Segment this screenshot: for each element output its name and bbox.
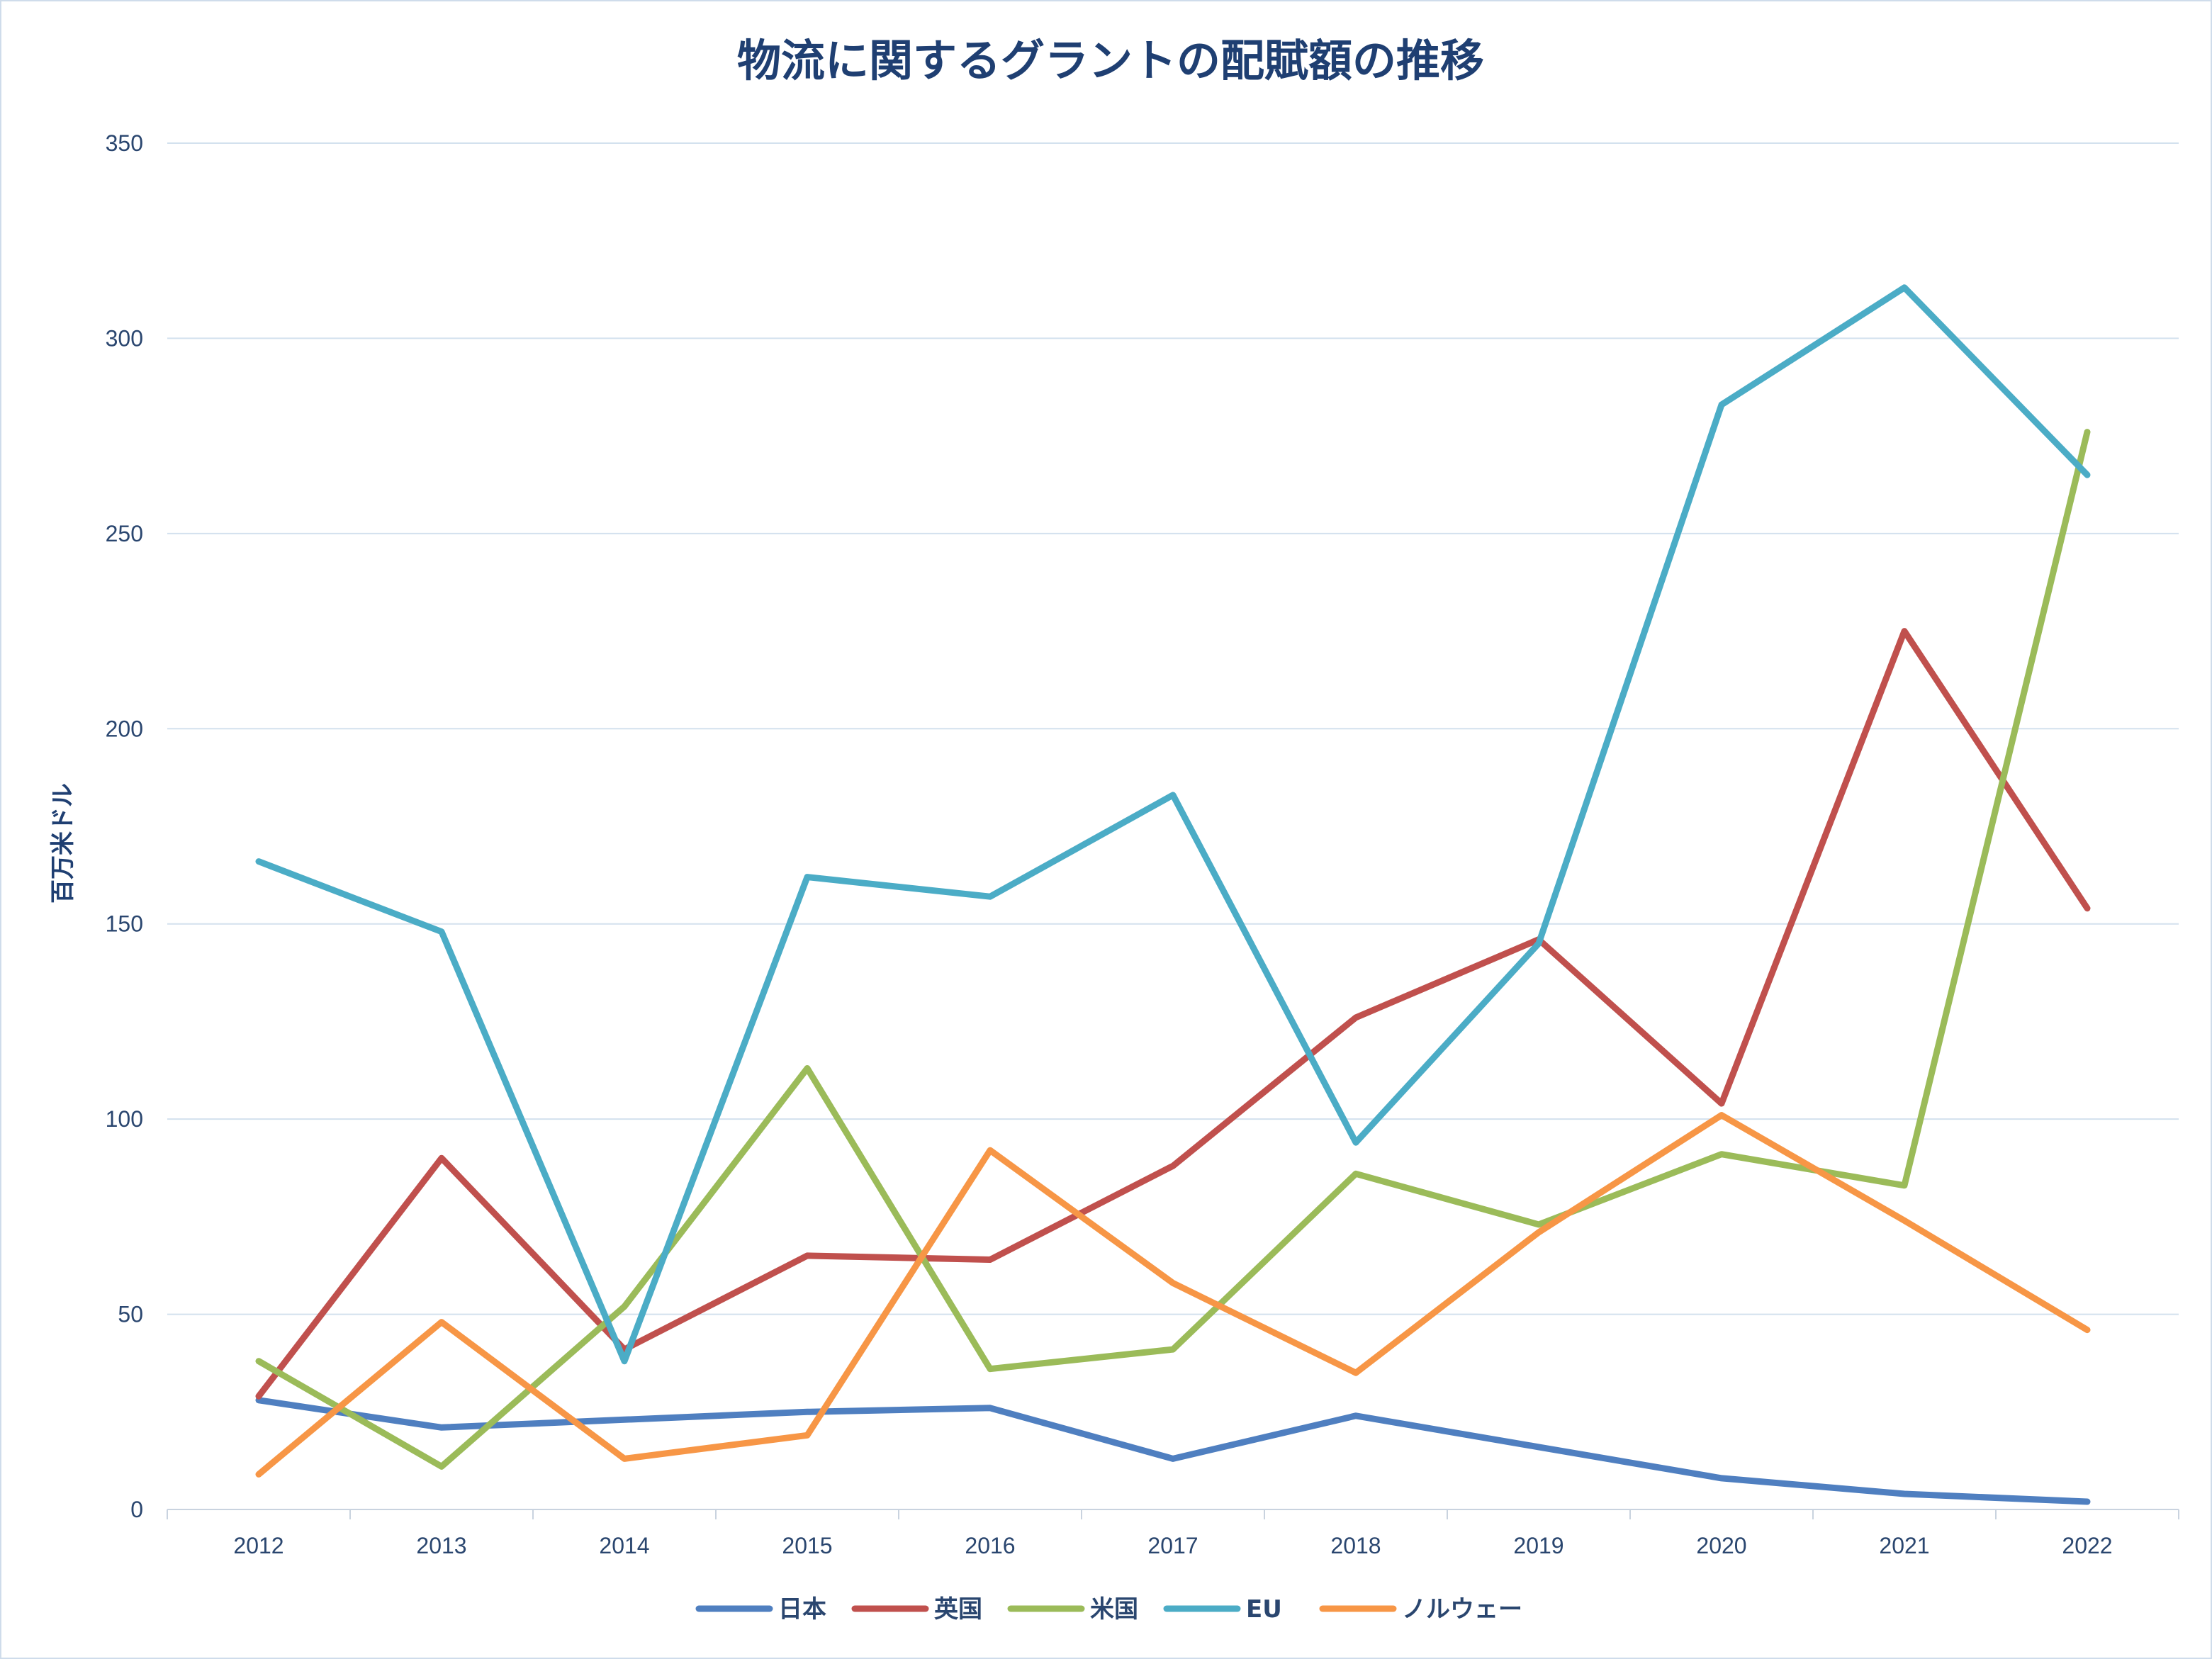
legend-label: 米国: [1090, 1595, 1138, 1624]
legend-label: EU: [1246, 1595, 1282, 1624]
series-line-2: [255, 429, 2091, 1470]
series-lines: [255, 284, 2091, 1505]
gridlines: [167, 142, 2179, 1315]
y-axis-label: 百万米ドル: [49, 783, 77, 904]
x-tick-label: 2015: [782, 1533, 832, 1558]
x-tick-label: 2022: [2062, 1533, 2112, 1558]
series-line-1: [255, 628, 2091, 1400]
series-line-4: [255, 1112, 2091, 1478]
x-tick-label: 2013: [416, 1533, 466, 1558]
y-tick-label: 350: [106, 130, 143, 156]
legend: 日本 英国 米国 EU ノルウェー: [695, 1595, 1522, 1624]
x-tick-label: 2021: [1879, 1533, 1929, 1558]
x-tick-label: 2018: [1330, 1533, 1381, 1558]
legend-label: 英国: [934, 1595, 982, 1624]
series-line-3: [255, 284, 2091, 1365]
y-tick-label: 300: [106, 325, 143, 351]
x-tick-label: 2020: [1696, 1533, 1746, 1558]
y-tick-label: 200: [106, 716, 143, 741]
y-tick-label: 100: [106, 1106, 143, 1132]
legend-label: ノルウェー: [1402, 1595, 1522, 1624]
x-tick-label: 2012: [233, 1533, 283, 1558]
y-tick-label: 250: [106, 521, 143, 546]
x-tick-label: 2014: [599, 1533, 649, 1558]
x-tick-label: 2017: [1147, 1533, 1198, 1558]
y-tick-label: 50: [118, 1302, 143, 1327]
x-tick-label: 2016: [965, 1533, 1015, 1558]
series-line-0: [255, 1397, 2091, 1505]
y-tick-label: 0: [130, 1497, 143, 1522]
legend-label: 日本: [778, 1595, 826, 1624]
x-tick-label: 2019: [1513, 1533, 1563, 1558]
y-tick-label: 150: [106, 911, 143, 937]
axes: 0 50 100 150 200 250 300 350 2012 2013 2014 2015 201…: [106, 130, 2179, 1558]
chart-title: 物流に関するグラントの配賦額の推移: [737, 35, 1484, 86]
